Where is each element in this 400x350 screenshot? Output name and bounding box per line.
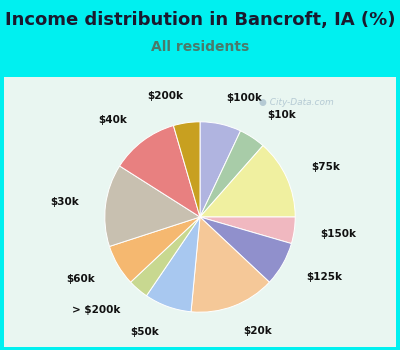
Wedge shape [200, 131, 263, 217]
Text: $10k: $10k [267, 110, 296, 120]
Wedge shape [200, 217, 292, 282]
Text: Income distribution in Bancroft, IA (%): Income distribution in Bancroft, IA (%) [5, 10, 395, 28]
Text: > $200k: > $200k [72, 304, 121, 315]
Wedge shape [200, 217, 295, 244]
Text: $20k: $20k [243, 326, 272, 336]
Text: $60k: $60k [66, 274, 95, 284]
Wedge shape [200, 146, 295, 217]
Text: $50k: $50k [130, 327, 159, 337]
Text: $125k: $125k [306, 272, 342, 282]
Text: ● City-Data.com: ● City-Data.com [259, 98, 333, 107]
Wedge shape [120, 126, 200, 217]
Text: $100k: $100k [226, 93, 262, 103]
Wedge shape [174, 122, 200, 217]
Wedge shape [105, 166, 200, 246]
Wedge shape [131, 217, 200, 296]
Text: All residents: All residents [151, 40, 249, 54]
Text: $75k: $75k [311, 162, 340, 172]
Wedge shape [191, 217, 269, 312]
Text: $40k: $40k [98, 114, 127, 125]
Wedge shape [146, 217, 200, 312]
Wedge shape [200, 122, 240, 217]
Text: $200k: $200k [147, 91, 183, 102]
Wedge shape [110, 217, 200, 282]
Text: $150k: $150k [321, 229, 357, 239]
Text: $30k: $30k [50, 197, 79, 207]
